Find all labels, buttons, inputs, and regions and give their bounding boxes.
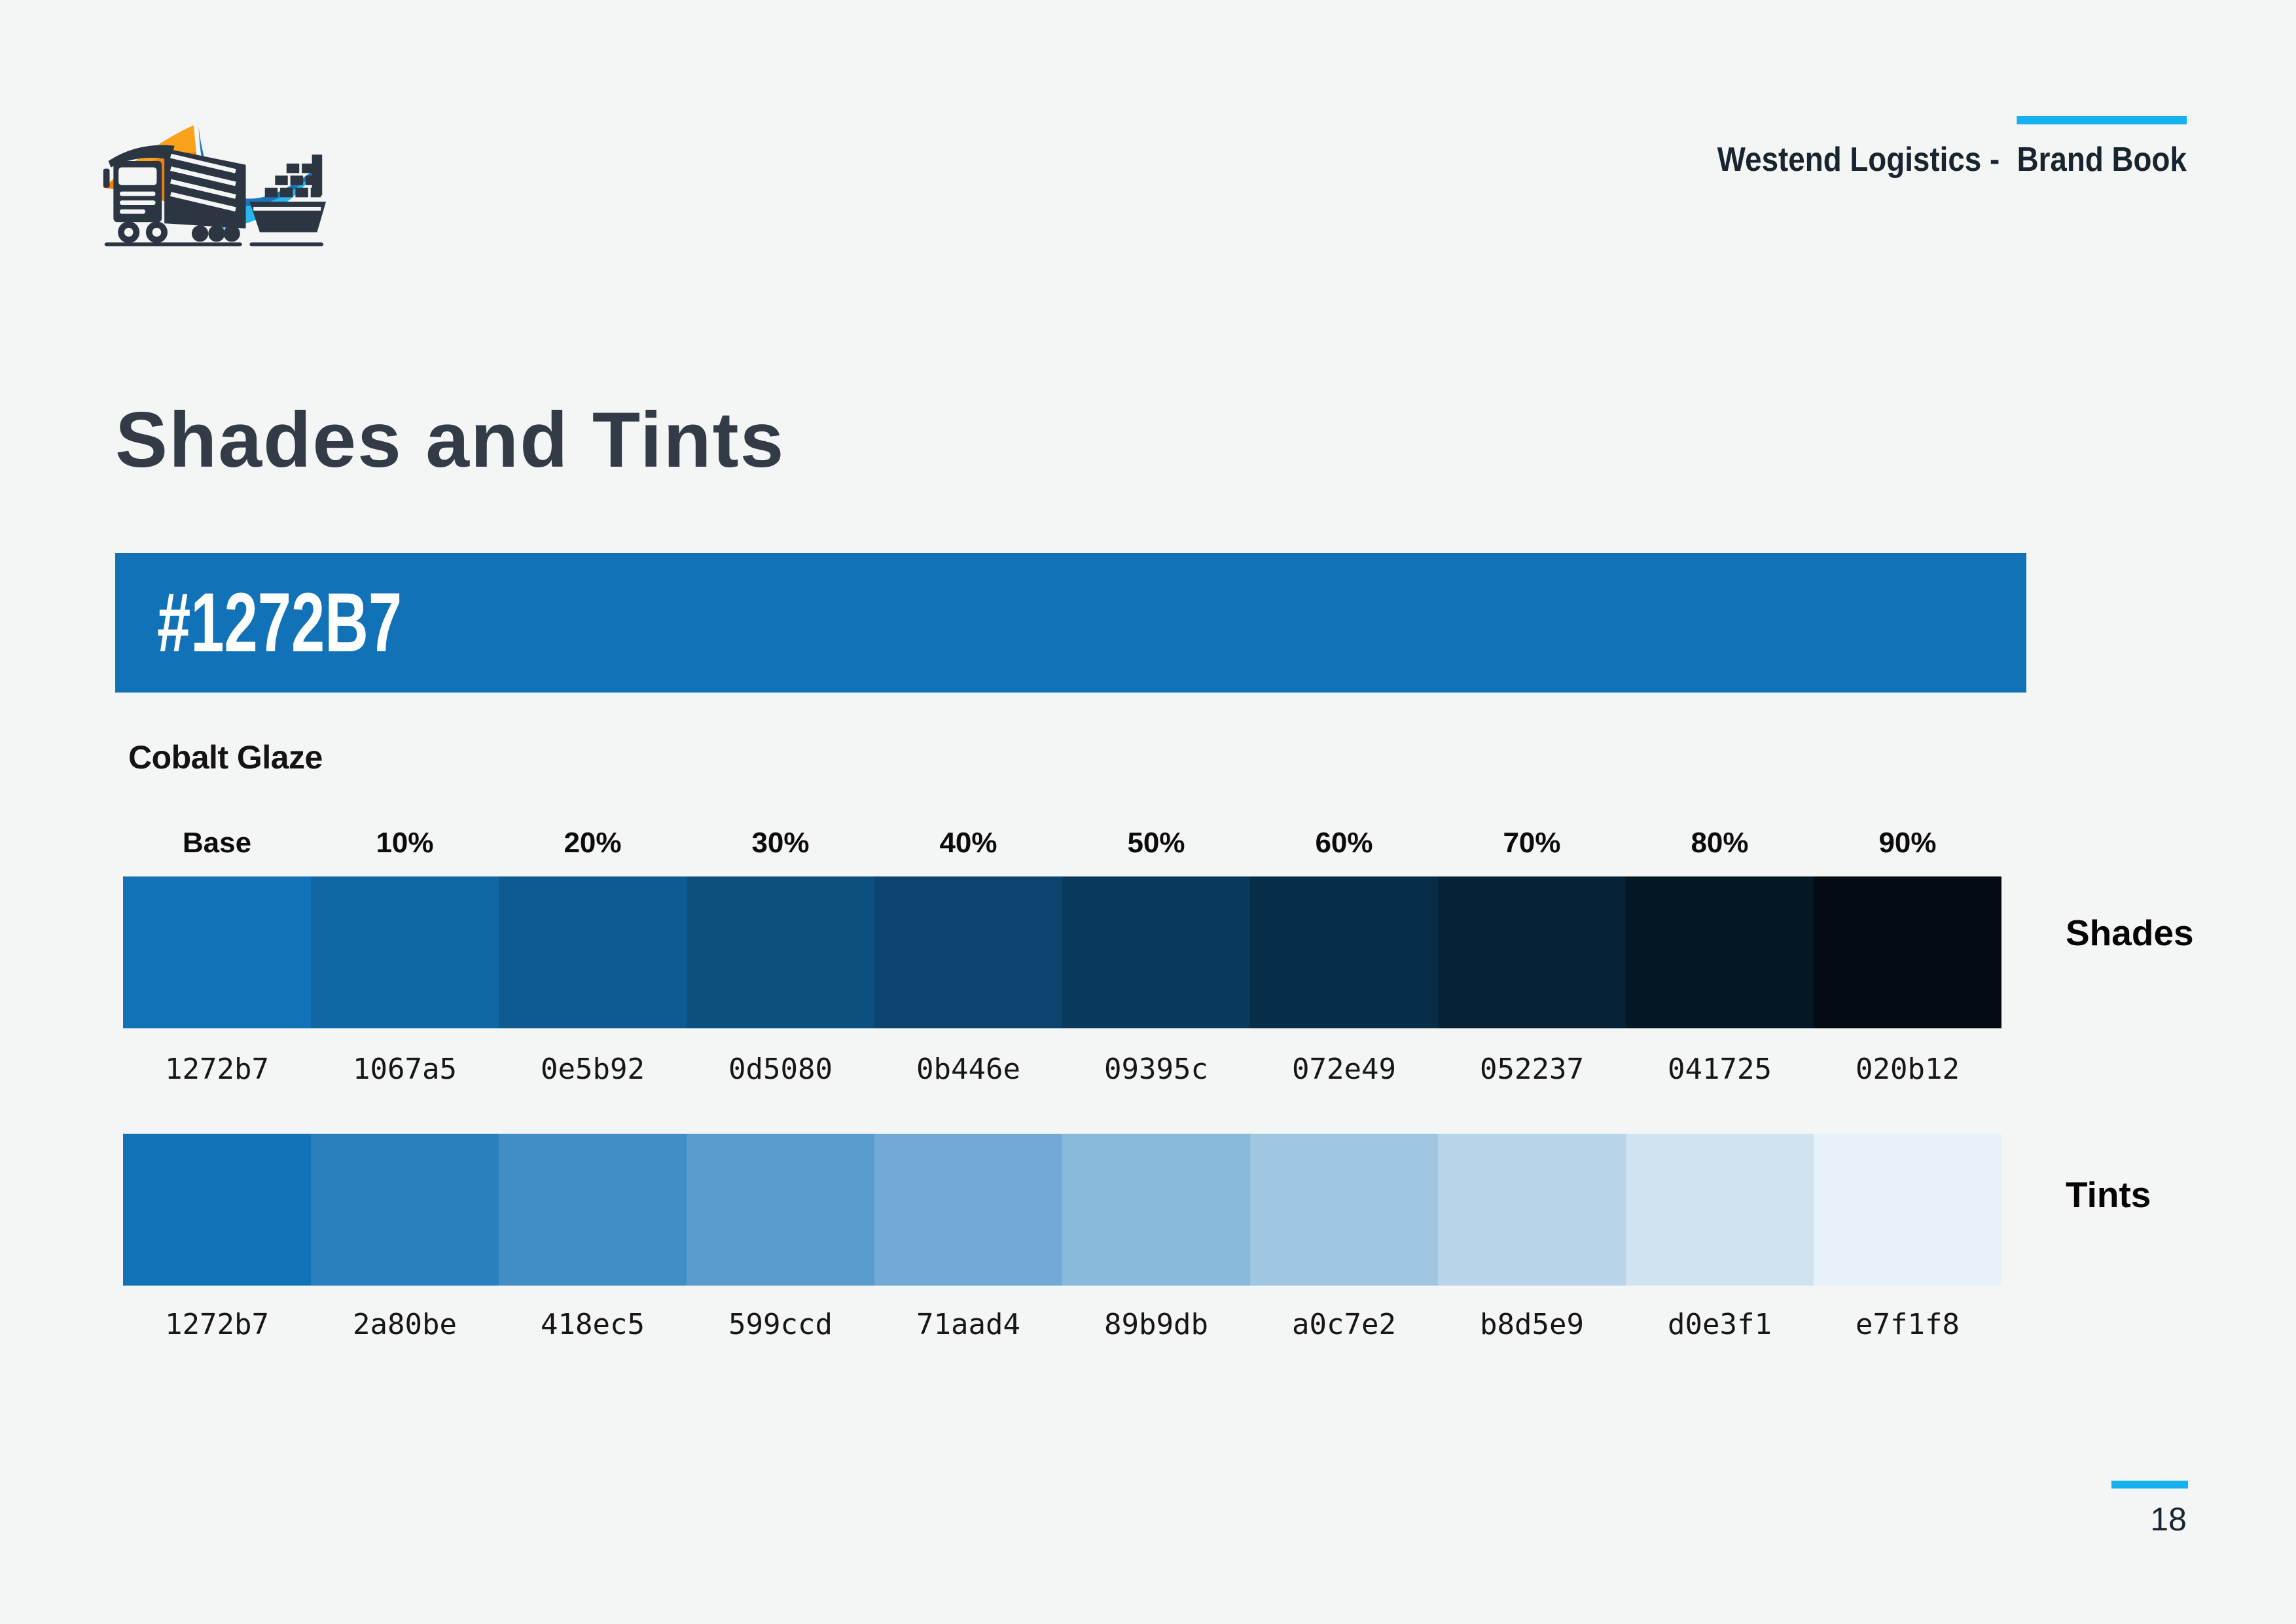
tint-hex-label: 71aad4 <box>916 1308 1020 1341</box>
shade-swatch <box>1438 876 1626 1028</box>
tint-swatch <box>1062 1134 1250 1286</box>
shades-label: Shades <box>2066 912 2194 953</box>
tint-hex-label: b8d5e9 <box>1480 1308 1584 1341</box>
shade-hex-label: 072e49 <box>1292 1053 1396 1086</box>
westend-logistics-logo <box>103 125 327 247</box>
tint-swatch <box>687 1134 874 1286</box>
shades-strip <box>123 876 2001 1028</box>
base-color-bar: #1272B7 <box>115 553 2026 693</box>
shade-hex-label: 020b12 <box>1856 1053 1960 1086</box>
shade-hex-label: 1067a5 <box>353 1053 457 1086</box>
percent-label: 70% <box>1503 827 1561 859</box>
tint-hex-label: 1272b7 <box>165 1308 269 1341</box>
shade-swatch <box>1814 876 2001 1028</box>
header-company-label: Westend Logistics - <box>1717 141 2000 179</box>
percent-row: Base 10% 20% 30% 40% 50% 60% 70% 80% 90% <box>123 827 2001 859</box>
tints-hex-row: 1272b7 2a80be 418ec5 599ccd 71aad4 89b9db a0c7… <box>123 1310 2001 1339</box>
percent-label: Base <box>182 827 252 859</box>
tints-strip <box>123 1134 2001 1286</box>
tint-swatch <box>1250 1134 1438 1286</box>
tint-swatch <box>1438 1134 1626 1286</box>
tint-swatch <box>123 1134 311 1286</box>
shade-hex-label: 0e5b92 <box>541 1053 645 1086</box>
shade-hex-label: 0d5080 <box>728 1053 833 1086</box>
shade-swatch <box>123 876 311 1028</box>
tint-hex-label: 599ccd <box>728 1308 833 1341</box>
shade-hex-label: 1272b7 <box>165 1053 269 1086</box>
percent-label: 40% <box>939 827 997 859</box>
base-color-hex-label: #1272B7 <box>157 575 403 670</box>
percent-label: 20% <box>564 827 622 859</box>
tint-swatch <box>874 1134 1062 1286</box>
tint-swatch <box>311 1134 499 1286</box>
tint-hex-label: 2a80be <box>353 1308 457 1341</box>
shade-swatch <box>687 876 874 1028</box>
header-accent-line <box>2017 116 2187 124</box>
tint-swatch <box>1814 1134 2001 1286</box>
shade-hex-label: 052237 <box>1480 1053 1584 1086</box>
shade-swatch <box>1062 876 1250 1028</box>
tint-hex-label: a0c7e2 <box>1292 1308 1396 1341</box>
tint-swatch <box>1626 1134 1814 1286</box>
percent-label: 50% <box>1127 827 1185 859</box>
footer-accent-line <box>2111 1481 2188 1489</box>
shade-swatch <box>1250 876 1438 1028</box>
shade-swatch <box>1626 876 1814 1028</box>
tint-hex-label: 418ec5 <box>541 1308 645 1341</box>
header-book-title: Brand Book <box>2017 116 2187 179</box>
shade-swatch <box>874 876 1062 1028</box>
tint-hex-label: 89b9db <box>1104 1308 1208 1341</box>
shade-hex-label: 0b446e <box>916 1053 1020 1086</box>
color-name-label: Cobalt Glaze <box>128 739 323 776</box>
shade-hex-label: 041725 <box>1668 1053 1772 1086</box>
tints-label: Tints <box>2066 1174 2151 1215</box>
header-book-title-label: Brand Book <box>2017 141 2187 179</box>
shade-hex-label: 09395c <box>1104 1053 1208 1086</box>
tint-swatch <box>499 1134 687 1286</box>
tint-hex-label: e7f1f8 <box>1856 1308 1960 1341</box>
percent-label: 90% <box>1878 827 1937 859</box>
header: Westend Logistics - Brand Book <box>1717 116 2187 179</box>
shade-swatch <box>499 876 687 1028</box>
truck-icon <box>103 145 246 247</box>
percent-label: 60% <box>1315 827 1373 859</box>
percent-label: 30% <box>751 827 810 859</box>
page-number: 18 <box>2150 1501 2187 1538</box>
percent-label: 10% <box>376 827 434 859</box>
shades-hex-row: 1272b7 1067a5 0e5b92 0d5080 0b446e 09395c 072e… <box>123 1055 2001 1084</box>
percent-label: 80% <box>1691 827 1749 859</box>
tint-hex-label: d0e3f1 <box>1668 1308 1772 1341</box>
shade-swatch <box>311 876 499 1028</box>
page-title: Shades and Tints <box>115 396 785 484</box>
cargo-ship-icon <box>249 154 327 247</box>
